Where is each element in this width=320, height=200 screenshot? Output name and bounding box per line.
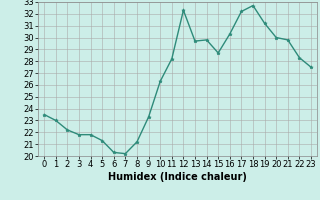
X-axis label: Humidex (Indice chaleur): Humidex (Indice chaleur) (108, 172, 247, 182)
